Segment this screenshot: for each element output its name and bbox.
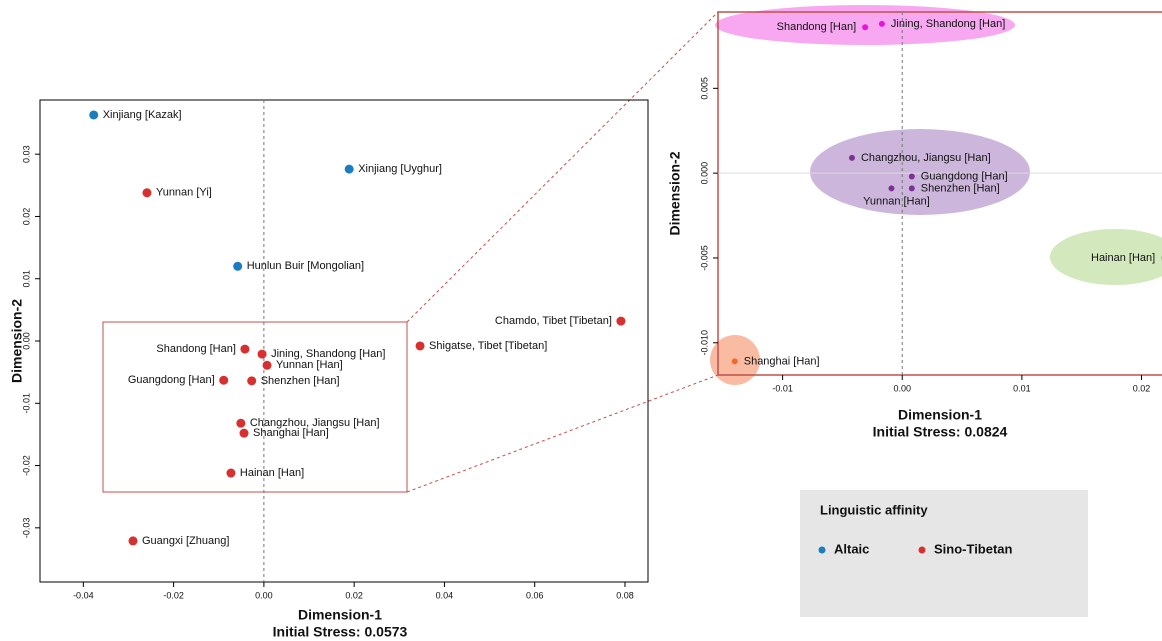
legend-title: Linguistic affinity xyxy=(820,502,928,517)
point xyxy=(226,468,236,478)
point-label: Guangxi [Zhuang] xyxy=(142,535,229,547)
point-label: Shandong [Han] xyxy=(156,343,236,355)
point-label: Chamdo, Tibet [Tibetan] xyxy=(495,315,612,327)
y-tick-label: 0.000 xyxy=(699,162,709,185)
x-tick-label: 0.04 xyxy=(436,590,454,600)
y-tick-label: 0.005 xyxy=(699,77,709,100)
zoom-connector xyxy=(406,11,719,323)
zoom-box xyxy=(102,321,408,493)
point-label: Shigatse, Tibet [Tibetan] xyxy=(429,340,547,352)
y-tick-label: 0.03 xyxy=(21,145,31,163)
point xyxy=(236,418,246,428)
cluster-hainan xyxy=(1050,229,1162,285)
x-tick-label: 0.08 xyxy=(616,590,634,600)
point-label: Shanghai [Han] xyxy=(744,355,820,367)
legend-marker xyxy=(818,546,826,554)
point-label: Yunnan [Yi] xyxy=(156,187,212,199)
y-tick-label: 0.01 xyxy=(21,270,31,288)
point-label: Xinjiang [Kazak] xyxy=(103,109,182,121)
point xyxy=(878,20,885,27)
point xyxy=(262,360,272,370)
point-label: Jining, Shandong [Han] xyxy=(271,348,385,360)
point xyxy=(257,349,267,359)
point xyxy=(219,375,229,385)
point xyxy=(89,110,99,120)
point xyxy=(908,173,915,180)
point-label: Shenzhen [Han] xyxy=(921,182,1000,194)
point xyxy=(142,188,152,198)
y-axis-title: Dimension-2 xyxy=(9,299,25,383)
x-tick-label: -0.01 xyxy=(772,383,793,393)
point xyxy=(415,341,425,351)
x-tick-label: 0.00 xyxy=(255,590,273,600)
point-label: Shenzhen [Han] xyxy=(261,375,340,387)
point xyxy=(908,185,915,192)
point xyxy=(247,376,257,386)
point xyxy=(731,358,738,365)
y-tick-label: -0.02 xyxy=(21,455,31,476)
y-tick-label: -0.03 xyxy=(21,518,31,539)
point-label: Changzhou, Jiangsu [Han] xyxy=(861,152,991,164)
x-tick-label: 0.02 xyxy=(1133,383,1151,393)
point xyxy=(616,316,626,326)
point xyxy=(888,185,895,192)
x-tick-label: 0.00 xyxy=(893,383,911,393)
x-axis-title: Dimension-1 xyxy=(898,407,982,423)
point xyxy=(239,428,249,438)
point-label: Changzhou, Jiangsu [Han] xyxy=(250,417,380,429)
cluster-central xyxy=(810,129,1030,215)
plot-frame xyxy=(717,11,1162,376)
point-label: Shandong [Han] xyxy=(777,21,857,33)
y-axis-title: Dimension-2 xyxy=(667,151,683,235)
zoom-connector xyxy=(406,374,719,493)
legend-label: Sino-Tibetan xyxy=(934,541,1013,556)
legend-box xyxy=(800,490,1088,617)
subtitle: Initial Stress: 0.0824 xyxy=(873,424,1008,440)
point xyxy=(240,344,250,354)
x-tick-label: 0.02 xyxy=(345,590,363,600)
x-tick-label: 0.06 xyxy=(526,590,544,600)
subtitle: Initial Stress: 0.0573 xyxy=(273,624,408,640)
point-label: Shanghai [Han] xyxy=(253,427,329,439)
point-label: Guangdong [Han] xyxy=(128,374,215,386)
point-label: Yunnan [Han] xyxy=(276,359,343,371)
y-tick-label: -0.005 xyxy=(699,245,709,271)
point-label: Yunnan [Han] xyxy=(863,195,930,207)
y-tick-label: 0.00 xyxy=(21,332,31,350)
point xyxy=(862,24,869,31)
point-label: Jining, Shandong [Han] xyxy=(891,18,1005,30)
point xyxy=(344,164,354,174)
legend-label: Altaic xyxy=(834,541,869,556)
x-tick-label: -0.02 xyxy=(163,590,184,600)
point xyxy=(233,261,243,271)
y-tick-label: -0.010 xyxy=(699,330,709,356)
point-label: Xinjiang [Uyghur] xyxy=(358,163,442,175)
point-label: Hainan [Han] xyxy=(1091,252,1155,264)
y-tick-label: 0.02 xyxy=(21,208,31,226)
point xyxy=(128,536,138,546)
point xyxy=(848,154,855,161)
x-tick-label: -0.04 xyxy=(73,590,94,600)
point-label: Hainan [Han] xyxy=(240,467,304,479)
point-label: Hunlun Buir [Mongolian] xyxy=(247,260,364,272)
y-tick-label: -0.01 xyxy=(21,393,31,414)
x-tick-label: 0.01 xyxy=(1013,383,1031,393)
point-label: Guangdong [Han] xyxy=(921,170,1008,182)
legend-marker xyxy=(918,546,926,554)
x-axis-title: Dimension-1 xyxy=(298,607,382,623)
